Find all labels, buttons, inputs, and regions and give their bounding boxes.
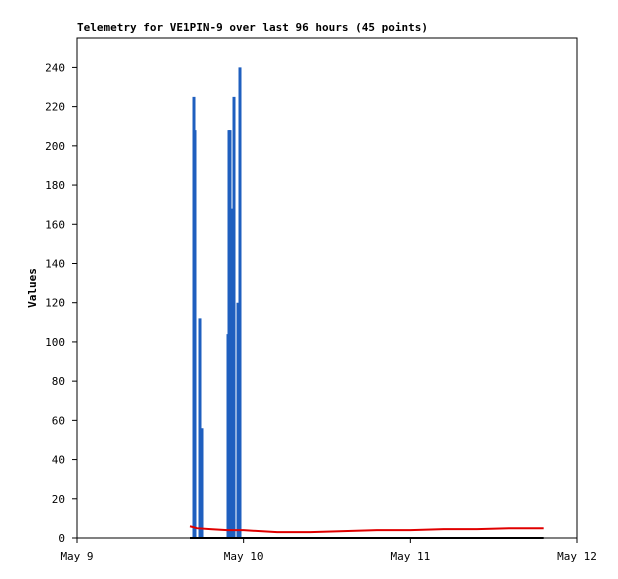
x-tick-label: May 9 bbox=[60, 550, 93, 563]
y-tick-label: 200 bbox=[45, 140, 65, 153]
x-tick-label: May 11 bbox=[390, 550, 430, 563]
y-tick-label: 60 bbox=[52, 414, 65, 427]
y-tick-label: 20 bbox=[52, 493, 65, 506]
y-tick-label: 240 bbox=[45, 61, 65, 74]
y-tick-label: 220 bbox=[45, 101, 65, 114]
x-tick-label: May 12 bbox=[557, 550, 597, 563]
y-tick-label: 0 bbox=[58, 532, 65, 545]
series-line bbox=[189, 525, 544, 534]
y-tick-label: 140 bbox=[45, 257, 65, 270]
y-tick-label: 120 bbox=[45, 297, 65, 310]
y-tick-label: 180 bbox=[45, 179, 65, 192]
x-tick-label: May 10 bbox=[224, 550, 264, 563]
y-axis-label: Values bbox=[26, 268, 39, 308]
chart-title: Telemetry for VE1PIN-9 over last 96 hour… bbox=[77, 21, 428, 34]
y-tick-label: 40 bbox=[52, 454, 65, 467]
plot-frame bbox=[76, 37, 578, 539]
y-tick-label: 100 bbox=[45, 336, 65, 349]
y-tick-label: 160 bbox=[45, 218, 65, 231]
y-tick-label: 80 bbox=[52, 375, 65, 388]
